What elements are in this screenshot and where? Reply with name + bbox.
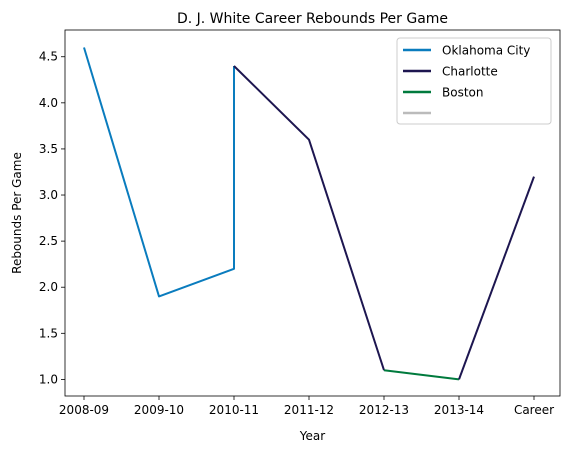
legend-label: Charlotte [442,65,498,79]
x-axis-label: Year [299,429,325,443]
x-tick-label: 2012-13 [359,403,409,417]
y-tick-label: 1.0 [39,372,58,386]
plot-frame [64,29,561,397]
y-axis: 1.0 1.5 2.0 2.5 3.0 3.5 4.0 4.5 [39,50,65,386]
series-line-1 [83,47,235,298]
y-tick-label: 4.0 [39,96,58,110]
series-layer [83,47,535,381]
x-tick-label: 2010-11 [209,403,259,417]
x-tick-label: 2009-10 [134,403,184,417]
x-tick-label: 2008-09 [59,403,109,417]
legend-label: Oklahoma City [442,44,530,58]
chart-title: D. J. White Career Rebounds Per Game [177,11,448,27]
y-tick-label: 3.5 [39,142,58,156]
y-axis-label: Rebounds Per Game [10,152,24,274]
legend-box [396,37,552,125]
y-tick-label: 2.0 [39,280,58,294]
series-line-4 [458,176,535,380]
y-tick-label: 4.5 [39,50,58,64]
legend-label: Boston [442,86,483,100]
x-tick-label: 2013-14 [434,403,484,417]
y-tick-label: 2.5 [39,234,58,248]
y-tick-label: 3.0 [39,188,58,202]
x-tick-label: Career [514,403,554,417]
x-axis: 2008-09 2009-10 2010-11 2011-12 2012-13 2013-… [59,396,554,417]
x-tick-label: 2011-12 [284,403,334,417]
series-line-3 [383,369,460,381]
series-line-2 [233,65,385,371]
legend: Oklahoma City Charlotte Boston [396,37,552,125]
y-tick-label: 1.5 [39,326,58,340]
